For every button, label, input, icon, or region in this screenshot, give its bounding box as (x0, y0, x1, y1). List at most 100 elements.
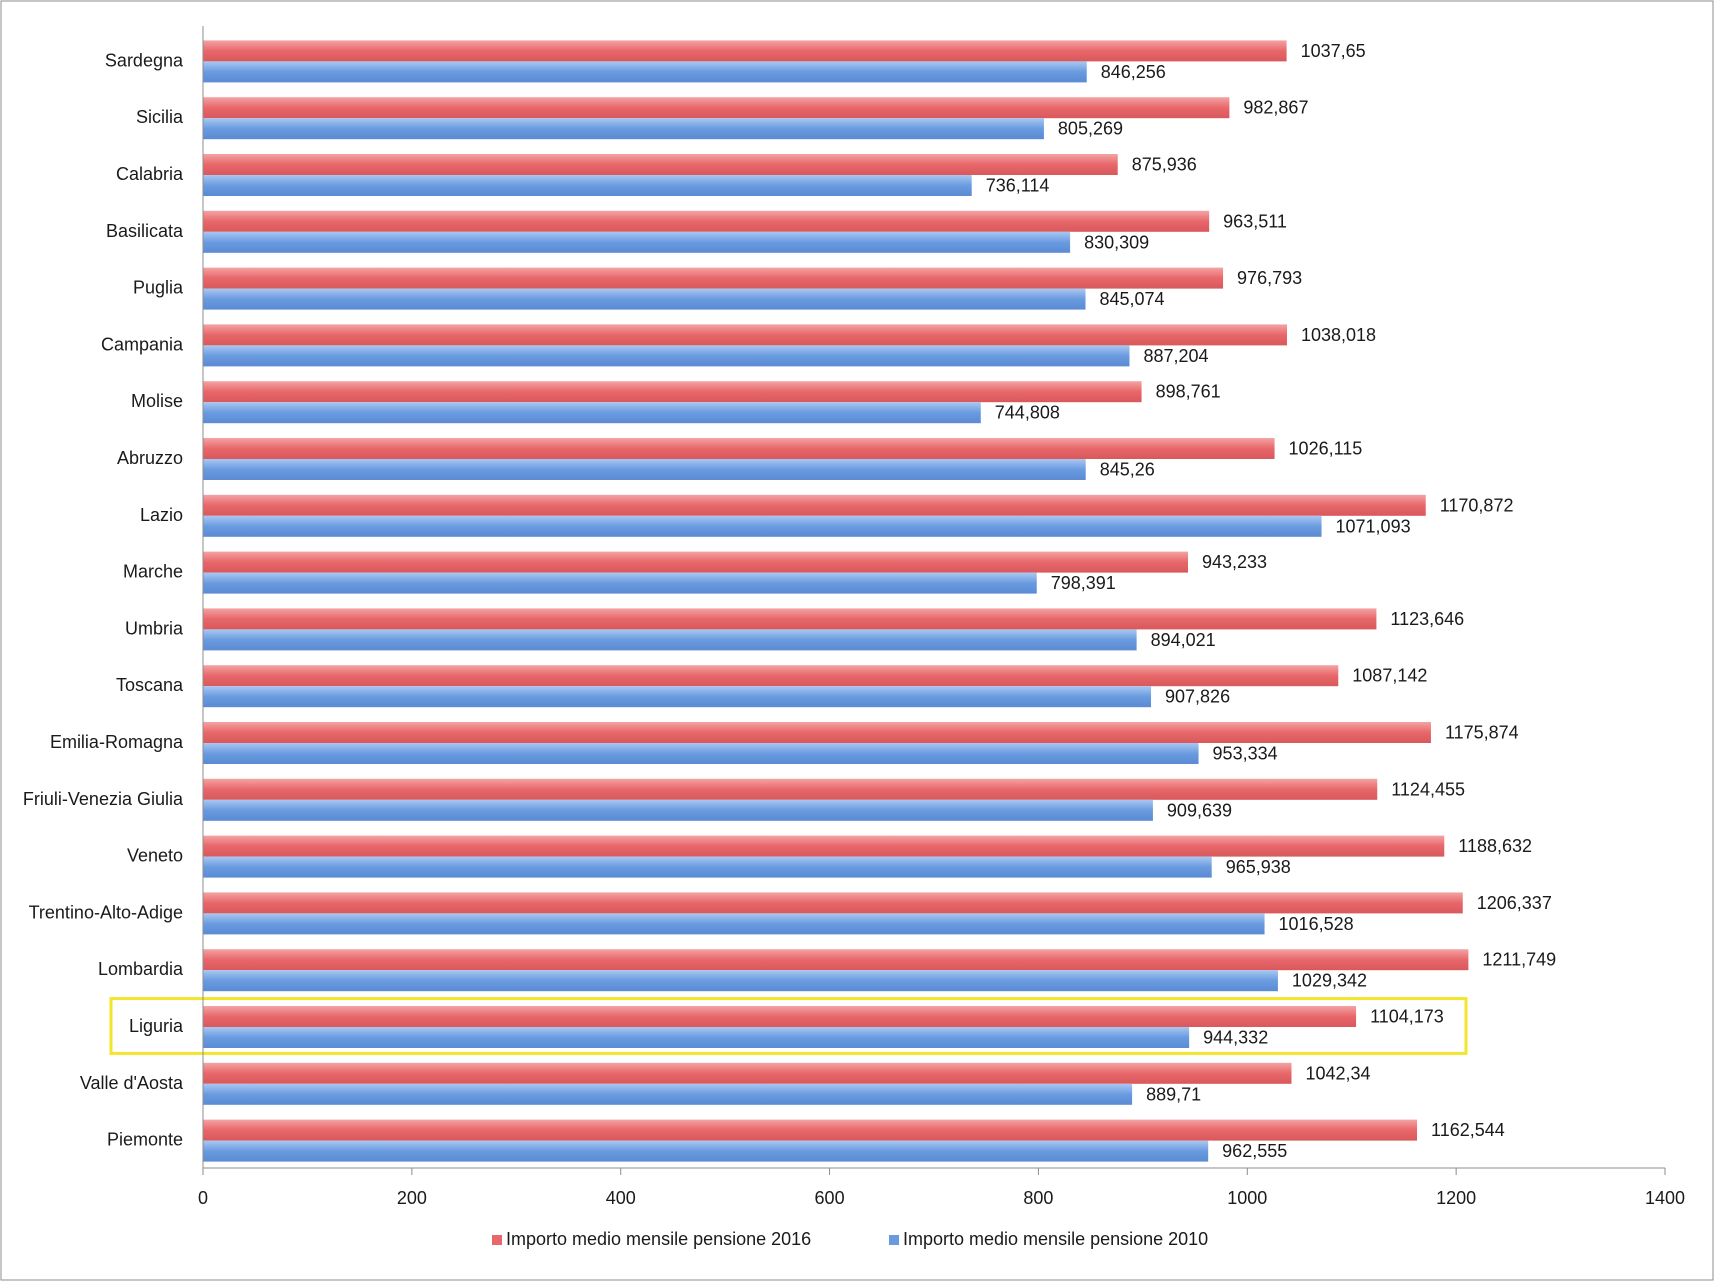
bar-2016 (203, 97, 1230, 119)
bar-2010 (203, 799, 1153, 821)
data-label: 965,938 (1226, 857, 1291, 877)
bar-2016 (203, 267, 1224, 289)
bar-2016 (203, 835, 1445, 857)
data-label: 898,761 (1156, 382, 1221, 402)
data-label: 944,332 (1203, 1028, 1268, 1048)
data-label: 889,71 (1146, 1084, 1201, 1104)
bar-2010 (203, 856, 1212, 878)
bar-2010 (203, 913, 1265, 935)
data-label: 845,26 (1100, 460, 1155, 480)
data-label: 1042,34 (1306, 1063, 1371, 1083)
plot-area: Sardegna 1037,65 846,256 Sicilia 982,867 805,… (23, 26, 1685, 1208)
category-label: Campania (101, 334, 184, 354)
bar-2016 (203, 381, 1142, 403)
legend-swatch-2016 (492, 1235, 502, 1245)
bar-2010 (203, 288, 1086, 310)
bar-2016 (203, 494, 1426, 516)
category-label: Piemonte (107, 1130, 183, 1150)
bar-2016 (203, 608, 1377, 630)
category-label: Friuli-Venezia Giulia (23, 789, 184, 809)
bar-2016 (203, 210, 1210, 232)
bar-2016 (203, 324, 1287, 346)
data-label: 953,334 (1213, 744, 1278, 764)
data-label: 1188,632 (1458, 836, 1532, 856)
category-label: Trentino-Alto-Adige (29, 902, 183, 922)
data-label: 909,639 (1167, 800, 1232, 820)
bar-2016 (203, 40, 1287, 62)
bar-2010 (203, 61, 1087, 83)
bar-2010 (203, 231, 1071, 253)
bar-2016 (203, 154, 1118, 175)
data-label: 1104,173 (1370, 1007, 1444, 1027)
data-label: 846,256 (1101, 62, 1166, 82)
bar-2016 (203, 892, 1463, 914)
bar-2010 (203, 629, 1137, 651)
category-label: Molise (131, 391, 183, 411)
data-label: 1124,455 (1391, 779, 1465, 799)
category-label: Toscana (116, 675, 184, 695)
data-label: 894,021 (1151, 630, 1216, 650)
bar-2010 (203, 459, 1086, 480)
bar-2010 (203, 118, 1044, 140)
data-label: 1038,018 (1301, 325, 1376, 345)
x-tick-label: 1200 (1436, 1188, 1476, 1208)
data-label: 875,936 (1132, 155, 1197, 175)
data-label: 976,793 (1237, 268, 1302, 288)
bar-2016 (203, 722, 1431, 743)
bar-2016 (203, 551, 1189, 573)
x-tick-label: 1000 (1227, 1188, 1267, 1208)
category-label: Marche (123, 562, 183, 582)
data-label: 1037,65 (1301, 41, 1366, 61)
data-label: 907,826 (1165, 687, 1230, 707)
legend-swatch-2010 (889, 1235, 899, 1245)
data-label: 736,114 (986, 176, 1050, 196)
bar-2010 (203, 1140, 1209, 1162)
data-label: 982,867 (1243, 98, 1308, 118)
category-label: Emilia-Romagna (50, 732, 184, 752)
data-label: 962,555 (1222, 1141, 1287, 1161)
category-label: Calabria (116, 164, 184, 184)
data-label: 1211,749 (1482, 950, 1556, 970)
data-label: 1162,544 (1431, 1120, 1505, 1140)
data-label: 1170,872 (1440, 495, 1514, 515)
bar-2010 (203, 1027, 1190, 1048)
category-label: Veneto (127, 846, 183, 866)
bar-2016 (203, 1062, 1292, 1084)
data-label: 845,074 (1099, 289, 1164, 309)
bar-2016 (203, 438, 1275, 459)
bar-2010 (203, 1083, 1133, 1105)
category-label: Liguria (129, 1016, 184, 1036)
category-label: Sardegna (105, 50, 184, 70)
data-label: 1087,142 (1352, 666, 1427, 686)
bar-2010 (203, 686, 1152, 708)
data-label: 1206,337 (1477, 893, 1552, 913)
data-label: 798,391 (1051, 573, 1116, 593)
data-label: 1175,874 (1445, 723, 1519, 743)
bar-2010 (203, 515, 1322, 537)
bar-2016 (203, 949, 1469, 971)
data-label: 1016,528 (1279, 914, 1354, 934)
data-label: 887,204 (1143, 346, 1208, 366)
data-label: 744,808 (995, 403, 1060, 423)
x-tick-label: 800 (1023, 1188, 1053, 1208)
category-label: Lazio (140, 505, 183, 525)
data-label: 830,309 (1084, 232, 1149, 252)
data-label: 1071,093 (1336, 516, 1411, 536)
bar-2010 (203, 970, 1278, 992)
data-label: 1026,115 (1289, 439, 1363, 459)
bar-2010 (203, 175, 972, 196)
x-tick-label: 400 (606, 1188, 636, 1208)
bar-2016 (203, 665, 1339, 687)
category-label: Sicilia (136, 107, 184, 127)
bar-2010 (203, 743, 1199, 764)
bar-2010 (203, 345, 1130, 367)
data-label: 805,269 (1058, 119, 1123, 139)
data-label: 963,511 (1223, 211, 1287, 231)
bar-2010 (203, 572, 1037, 594)
category-label: Umbria (125, 618, 184, 638)
legend-label: Importo medio mensile pensione 2010 (903, 1229, 1208, 1249)
bar-2016 (203, 778, 1378, 800)
x-tick-label: 600 (815, 1188, 845, 1208)
category-label: Basilicata (106, 221, 184, 241)
